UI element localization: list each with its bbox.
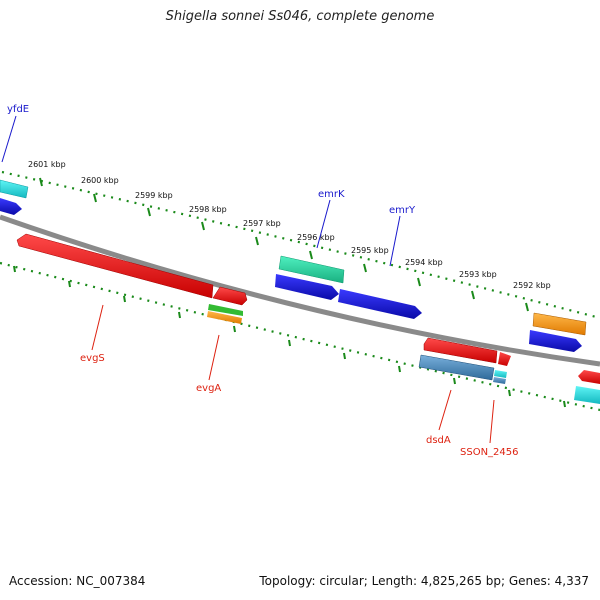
- tick-label-2597: 2597 kbp: [243, 219, 281, 228]
- gene-evgS[interactable]: [16, 233, 214, 299]
- tick-label-2600: 2600 kbp: [81, 176, 119, 185]
- gene-steel[interactable]: [418, 354, 495, 381]
- gene-label-emrK: emrK: [318, 189, 345, 200]
- leader-evgS: [91, 304, 104, 351]
- leader-dsdA: [438, 389, 452, 431]
- gene-red-right-edge[interactable]: [578, 370, 600, 384]
- gene-label-evgA: evgA: [196, 383, 221, 394]
- leader-SSON-2456: [489, 399, 495, 444]
- genome-backbone: [0, 214, 600, 367]
- gene-label-dsdA: dsdA: [426, 435, 451, 446]
- outer-tick-track: [1, 170, 600, 320]
- gene-label-yfdE: yfdE: [7, 104, 29, 115]
- gene-cyan-left-top[interactable]: [0, 179, 29, 199]
- gene-label-SSON-2456: SSON_2456: [460, 447, 519, 458]
- gene-blue-right[interactable]: [529, 330, 582, 352]
- gene-orange-right[interactable]: [532, 312, 587, 336]
- gene-blue-a[interactable]: [275, 274, 339, 300]
- tick-label-2593: 2593 kbp: [459, 270, 497, 279]
- gene-emrY[interactable]: [338, 289, 422, 319]
- gene-emrK[interactable]: [278, 255, 345, 284]
- tick-label-2595: 2595 kbp: [351, 246, 389, 255]
- leader-yfdE: [1, 115, 17, 163]
- gene-orange-small[interactable]: [207, 311, 242, 324]
- gene-cyan-right-edge[interactable]: [574, 386, 600, 404]
- map-title: Shigella sonnei Ss046, complete genome: [165, 9, 435, 24]
- accession-text: Accession: NC_007384: [9, 574, 146, 588]
- tick-label-2601: 2601 kbp: [28, 160, 66, 169]
- tick-label-2592: 2592 kbp: [513, 281, 551, 290]
- gene-evgA[interactable]: [212, 286, 248, 306]
- outer-major-ticks: [39, 177, 529, 312]
- gene-label-evgS: evgS: [80, 353, 105, 364]
- genome-summary: Topology: circular; Length: 4,825,265 bp…: [259, 574, 589, 588]
- tick-label-2594: 2594 kbp: [405, 258, 443, 267]
- gene-dsdA[interactable]: [423, 337, 498, 364]
- leader-emrK: [316, 199, 331, 249]
- gene-label-emrY: emrY: [389, 205, 416, 216]
- gene-red-small-right[interactable]: [498, 352, 511, 366]
- leader-emrY: [389, 215, 401, 267]
- leader-evgA: [208, 334, 220, 381]
- gene-steel-small[interactable]: [493, 377, 506, 384]
- gene-SSON-2456[interactable]: [494, 370, 507, 378]
- tick-label-2596: 2596 kbp: [297, 233, 335, 242]
- tick-label-2598: 2598 kbp: [189, 205, 227, 214]
- tick-label-2599: 2599 kbp: [135, 191, 173, 200]
- gene-green-small[interactable]: [208, 304, 243, 316]
- gene-blue-left[interactable]: [0, 198, 22, 215]
- inner-major-ticks: [13, 265, 566, 408]
